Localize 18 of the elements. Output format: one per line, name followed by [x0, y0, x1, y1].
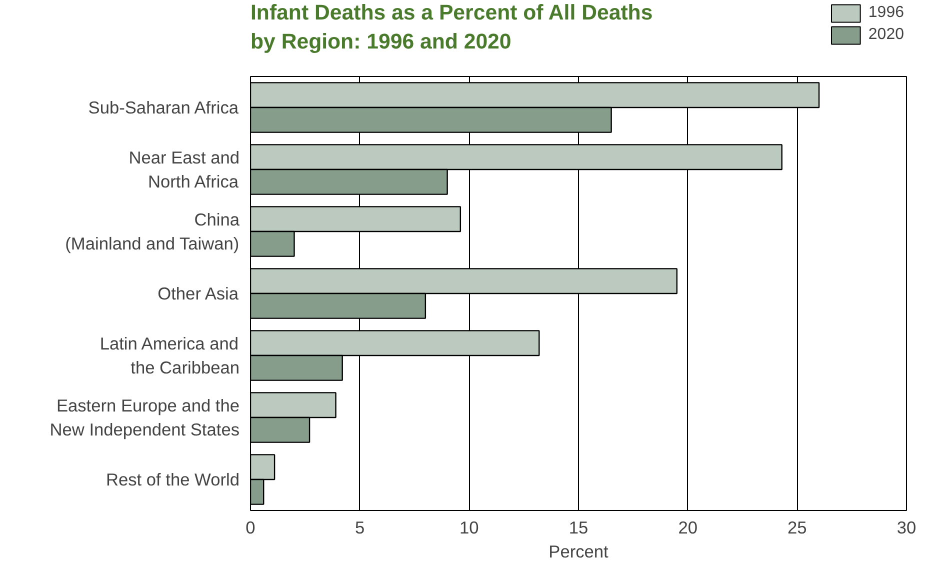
- x-tick-label: 10: [460, 518, 479, 538]
- x-tick-label: 25: [788, 518, 807, 538]
- y-tick-label: Eastern Europe and the New Independent States: [50, 396, 240, 440]
- x-tick-label: 20: [678, 518, 698, 538]
- legend-label: 2020: [868, 25, 904, 45]
- y-tick-label: Near East and North Africa: [128, 148, 240, 192]
- chart-title: Infant Deaths as a Percent of All Deaths by Region: 1996 and 2020: [250, 0, 653, 54]
- y-tick-label: Latin America and the Caribbean: [100, 334, 240, 378]
- x-tick-label: 5: [355, 518, 365, 538]
- legend-label: 1996: [868, 3, 904, 23]
- y-tick-label: China (Mainland and Taiwan): [65, 210, 240, 254]
- x-tick-label: 30: [896, 518, 916, 538]
- y-tick-label: Rest of the World: [106, 470, 240, 490]
- x-tick-label: 0: [246, 518, 256, 538]
- x-axis-title: Percent: [548, 542, 609, 562]
- x-tick-label: 15: [568, 518, 588, 538]
- y-tick-label: Sub-Saharan Africa: [88, 98, 239, 118]
- y-tick-label: Other Asia: [158, 284, 239, 304]
